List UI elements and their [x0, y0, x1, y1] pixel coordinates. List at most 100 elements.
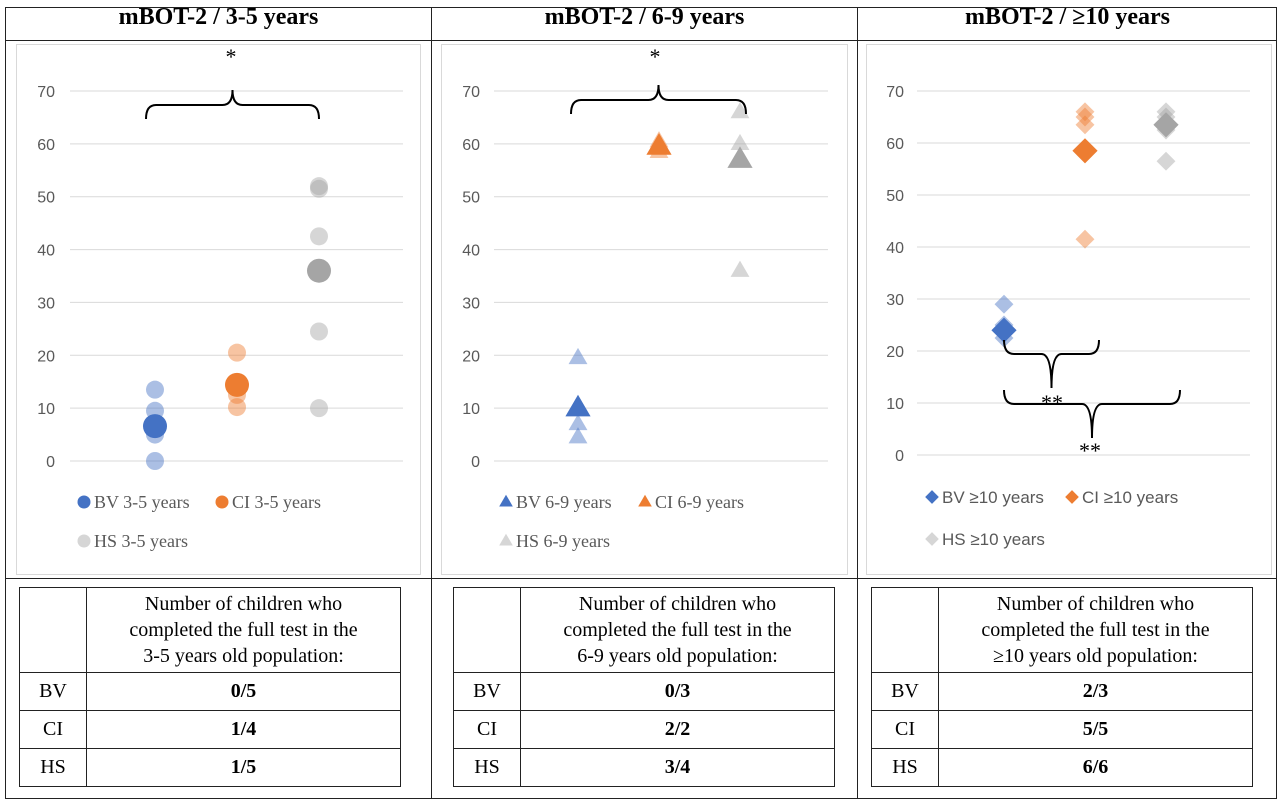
table-row: HS 6/6	[871, 748, 1253, 787]
panel-title-1: mBOT-2 / 3-5 years	[118, 4, 319, 30]
mean-point	[727, 146, 753, 168]
chart-frame-2	[441, 44, 848, 575]
y-tick-label: 50	[886, 188, 904, 205]
legend-label: HS 6-9 years	[516, 531, 610, 551]
table-row: HS 1/5	[19, 748, 401, 787]
legend-marker	[925, 532, 939, 546]
mean-point	[1153, 112, 1179, 138]
data-point	[146, 452, 164, 470]
y-tick-label: 20	[886, 344, 904, 361]
completion-value: 2/3	[938, 672, 1253, 711]
y-tick-label: 50	[462, 190, 480, 207]
significance-bracket	[570, 84, 747, 115]
legend-marker	[1065, 490, 1079, 504]
significance-marker: *	[226, 44, 237, 69]
panel-title-3: mBOT-2 / ≥10 years	[965, 4, 1170, 30]
mean-point	[646, 133, 672, 155]
data-point	[228, 343, 246, 362]
y-tick-label: 40	[886, 240, 904, 257]
legend-marker	[499, 494, 513, 507]
completion-value: 0/5	[86, 672, 401, 711]
legend-marker	[499, 533, 513, 546]
significance-marker: *	[650, 44, 661, 69]
table-header-line: Number of children who	[144, 593, 343, 615]
completion-value: 5/5	[938, 710, 1253, 749]
y-tick-label: 70	[462, 84, 480, 101]
y-tick-label: 30	[462, 295, 480, 312]
legend-label: CI ≥10 years	[1082, 488, 1178, 507]
mean-point	[991, 317, 1017, 343]
significance-bracket	[1003, 339, 1100, 389]
legend-label: HS 3-5 years	[94, 531, 188, 551]
count-table-3: Number of children who completed the ful…	[871, 587, 1253, 787]
data-point	[228, 398, 246, 417]
completion-value: 1/5	[86, 748, 401, 787]
data-point	[1156, 151, 1176, 171]
legend-label: BV 6-9 years	[516, 492, 612, 512]
data-point	[146, 380, 164, 399]
mean-point	[307, 258, 331, 283]
table-header-line: completed the full test in the	[563, 619, 792, 641]
y-tick-label: 20	[462, 348, 480, 365]
data-point	[730, 102, 750, 119]
completion-value: 2/2	[520, 710, 835, 749]
group-label: BV	[453, 672, 521, 711]
table-header-line: completed the full test in the	[129, 619, 358, 641]
completion-value: 3/4	[520, 748, 835, 787]
legend-marker	[77, 495, 91, 509]
data-point	[1075, 102, 1095, 122]
y-tick-label: 10	[886, 396, 904, 413]
completion-value: 6/6	[938, 748, 1253, 787]
data-point	[994, 294, 1014, 314]
table-row: BV 2/3	[871, 672, 1253, 711]
data-point	[568, 413, 588, 431]
group-label: CI	[871, 710, 939, 749]
y-tick-label: 60	[37, 137, 55, 154]
y-tick-label: 60	[886, 136, 904, 153]
table-header-row: Number of children who completed the ful…	[871, 587, 1253, 673]
data-point	[568, 347, 588, 365]
mean-point	[565, 394, 591, 417]
table-header-row: Number of children who completed the ful…	[19, 587, 401, 673]
group-label: HS	[453, 748, 521, 787]
count-table-2: Number of children who completed the ful…	[453, 587, 835, 787]
significance-bracket	[1003, 389, 1181, 439]
data-point	[310, 399, 328, 418]
table-row: CI 5/5	[871, 710, 1253, 749]
table-header-row: Number of children who completed the ful…	[453, 587, 835, 673]
y-tick-label: 40	[462, 243, 480, 260]
legend-label: CI 3-5 years	[232, 492, 321, 512]
table-header-line: 3-5 years old population:	[143, 645, 344, 667]
y-tick-label: 60	[462, 137, 480, 154]
table-header-cell: Number of children who completed the ful…	[938, 587, 1253, 673]
data-point	[1075, 107, 1095, 127]
table-header-line: Number of children who	[996, 593, 1195, 615]
legend-label: BV 3-5 years	[94, 492, 190, 512]
y-tick-label: 0	[471, 454, 480, 471]
data-point	[568, 427, 588, 444]
data-point	[310, 179, 328, 198]
y-tick-label: 0	[895, 448, 904, 465]
group-label: HS	[871, 748, 939, 787]
y-tick-label: 10	[37, 401, 55, 418]
table-header-line: Number of children who	[578, 593, 777, 615]
data-point	[730, 260, 750, 277]
figure-grid	[5, 7, 1277, 799]
data-point	[310, 227, 328, 246]
legend-marker	[638, 494, 652, 507]
legend-label: BV ≥10 years	[942, 488, 1044, 507]
table-row: BV 0/5	[19, 672, 401, 711]
y-tick-label: 30	[886, 292, 904, 309]
completion-value: 1/4	[86, 710, 401, 749]
table-corner-cell	[871, 587, 939, 673]
count-table-1: Number of children who completed the ful…	[19, 587, 401, 787]
column-divider	[857, 8, 858, 798]
legend-label: HS ≥10 years	[942, 530, 1045, 549]
completion-value: 0/3	[520, 672, 835, 711]
table-corner-cell	[19, 587, 87, 673]
title-row-divider	[6, 40, 1276, 41]
y-tick-label: 50	[37, 190, 55, 207]
chart-row-divider	[6, 578, 1276, 579]
table-row: CI 1/4	[19, 710, 401, 749]
table-corner-cell	[453, 587, 521, 673]
